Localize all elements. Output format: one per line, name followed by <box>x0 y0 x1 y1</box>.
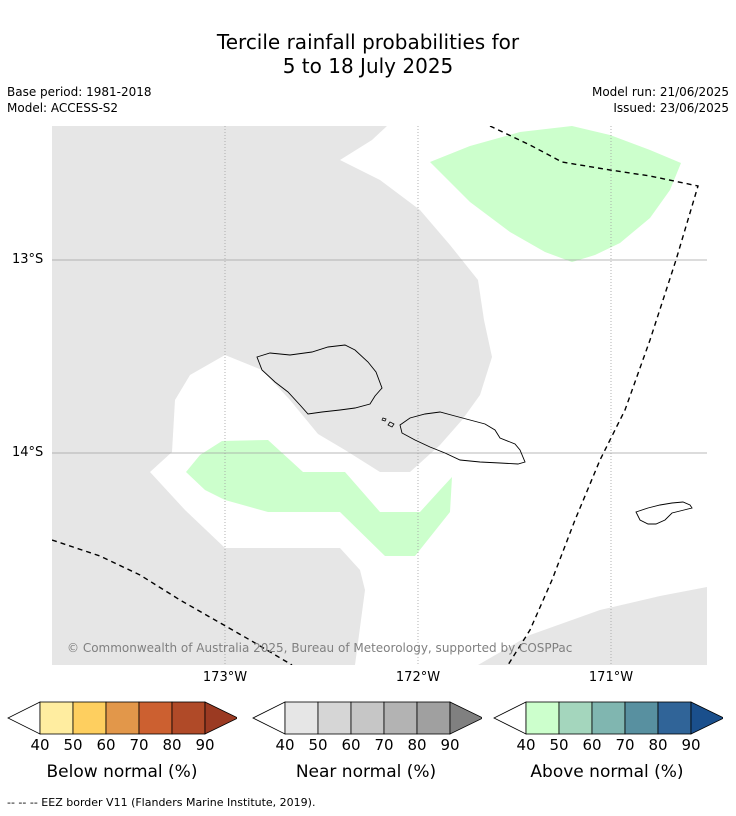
colorbar-title-near: Near normal (%) <box>295 762 437 782</box>
colorbar-segment <box>39 701 74 735</box>
colorbar-tick-label: 60 <box>341 736 361 754</box>
model-run: Model run: 21/06/2025 <box>591 85 729 99</box>
colorbar-near-normal <box>252 701 482 735</box>
colorbar-tick-label: 80 <box>162 736 182 754</box>
tutuila-island <box>635 501 693 525</box>
manono-island <box>387 421 395 428</box>
above-normal-region-northeast <box>430 126 681 262</box>
colorbar-tick-label: 60 <box>96 736 116 754</box>
colorbar-low-extension <box>7 701 41 735</box>
colorbar-high-extension <box>449 701 482 735</box>
colorbar-tick-label: 40 <box>516 736 536 754</box>
colorbar-low-extension <box>493 701 527 735</box>
apolima-island <box>381 417 387 422</box>
colorbar-tick-label: 90 <box>681 736 701 754</box>
colorbar-segment <box>171 701 206 735</box>
colorbar-title-above: Above normal (%) <box>530 762 684 782</box>
base-period: Base period: 1981-2018 <box>7 85 152 99</box>
colorbar-tick-label: 70 <box>615 736 635 754</box>
upolu-island <box>399 411 526 465</box>
lon-label-172w: 172°W <box>395 670 441 685</box>
colorbar-segment <box>624 701 659 735</box>
lon-label-171w: 171°W <box>588 670 634 685</box>
lon-label-173w: 173°W <box>202 670 248 685</box>
model-name: Model: ACCESS-S2 <box>7 101 119 115</box>
eez-legend-note: -- -- -- EEZ border V11 (Flanders Marine… <box>7 796 316 809</box>
colorbar-segment <box>416 701 451 735</box>
colorbar-high-extension <box>690 701 723 735</box>
chart-title: Tercile rainfall probabilities for 5 to … <box>0 30 736 78</box>
eez-border <box>52 126 699 665</box>
colorbar-low-extension <box>252 701 286 735</box>
graticule <box>52 126 707 665</box>
colorbar-high-extension <box>204 701 237 735</box>
lat-label-13s: 13°S <box>12 252 44 267</box>
colorbar-tick-label: 90 <box>440 736 460 754</box>
near-normal-region-west <box>52 126 492 665</box>
colorbar-segment <box>657 701 692 735</box>
metadata-left: Base period: 1981-2018 Model: ACCESS-S2 <box>7 84 152 116</box>
colorbar-tick-label: 80 <box>407 736 427 754</box>
colorbar-tick-label: 50 <box>63 736 83 754</box>
colorbar-segment <box>105 701 140 735</box>
colorbar-segment <box>525 701 560 735</box>
colorbar-tick-label: 80 <box>648 736 668 754</box>
colorbar-tick-label: 40 <box>275 736 295 754</box>
savaii-island <box>256 344 383 415</box>
above-normal-region-south <box>186 440 452 556</box>
copyright-notice: © Commonwealth of Australia 2025, Bureau… <box>67 641 573 655</box>
colorbar-segment <box>72 701 107 735</box>
colorbar-tick-label: 70 <box>129 736 149 754</box>
colorbar-tick-label: 60 <box>582 736 602 754</box>
colorbar-segment <box>138 701 173 735</box>
colorbar-segment <box>350 701 385 735</box>
colorbar-above-normal <box>493 701 723 735</box>
colorbar-tick-label: 50 <box>549 736 569 754</box>
colorbar-tick-label: 40 <box>30 736 50 754</box>
colorbar-segment <box>317 701 352 735</box>
colorbar-segment <box>284 701 319 735</box>
colorbar-below-normal <box>7 701 237 735</box>
colorbar-tick-label: 50 <box>308 736 328 754</box>
near-normal-region-east <box>478 587 707 665</box>
colorbar-segment <box>591 701 626 735</box>
title-line-2: 5 to 18 July 2025 <box>282 54 454 78</box>
title-line-1: Tercile rainfall probabilities for <box>216 30 520 54</box>
colorbar-title-below: Below normal (%) <box>46 762 198 782</box>
colorbar-segment <box>383 701 418 735</box>
colorbar-tick-label: 90 <box>195 736 215 754</box>
colorbar-segment <box>558 701 593 735</box>
lat-label-14s: 14°S <box>12 445 44 460</box>
metadata-right: Model run: 21/06/2025 Issued: 23/06/2025 <box>592 84 729 116</box>
issued-date: Issued: 23/06/2025 <box>613 101 729 115</box>
colorbar-tick-label: 70 <box>374 736 394 754</box>
